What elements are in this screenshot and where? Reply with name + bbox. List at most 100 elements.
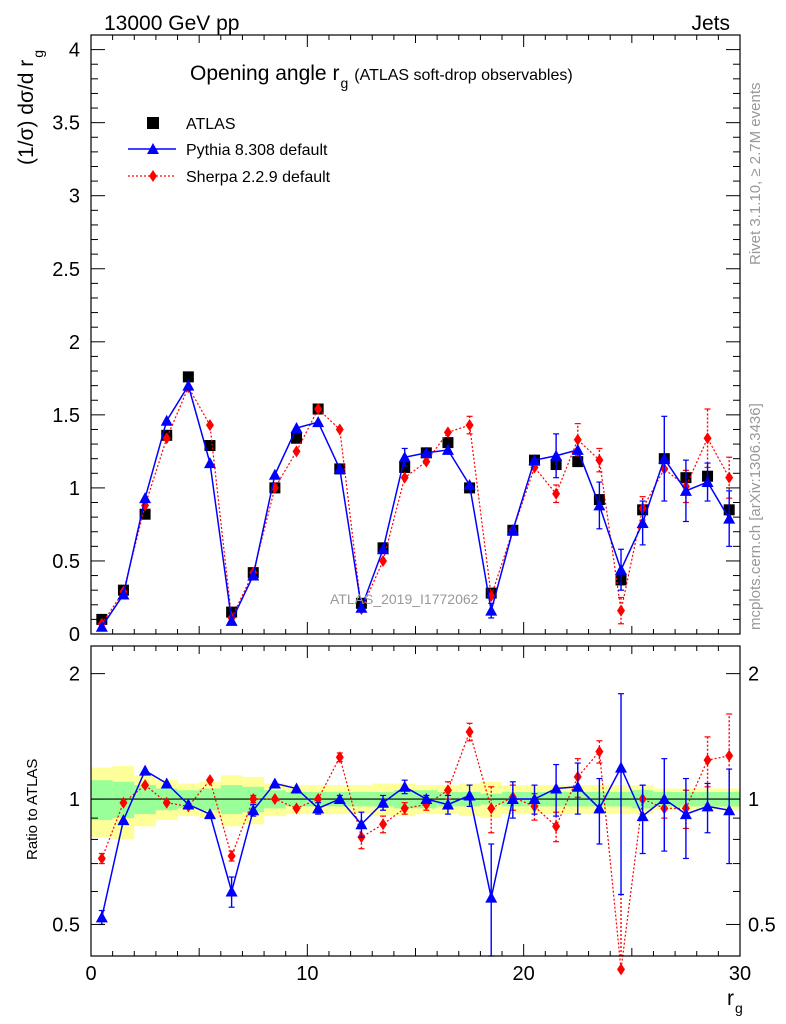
main-point-sherpa [314, 403, 323, 416]
main-point-pythia [160, 414, 173, 426]
main-point-pythia [268, 468, 281, 480]
main-point-pythia [593, 499, 606, 511]
ratio-y-tick-label: 1 [69, 789, 80, 811]
ratio-point-pythia [95, 911, 108, 923]
main-y-tick-label: 0 [69, 624, 80, 646]
main-point-pythia [485, 604, 498, 616]
ratio-point-sherpa [725, 749, 734, 762]
ratio-point-sherpa [703, 754, 712, 767]
main-point-pythia [290, 422, 303, 434]
ratio-point-pythia [117, 814, 130, 826]
main-point-pythia [139, 492, 152, 504]
ratio-point-pythia [139, 764, 152, 776]
ratio-point-pythia [723, 804, 736, 816]
legend-marker-triangle [147, 143, 159, 154]
main-point-sherpa [205, 419, 214, 432]
ratio-point-pythia [658, 793, 671, 805]
main-point-atlas [291, 432, 303, 444]
ratio-y-tick-label-right: 0.5 [748, 914, 776, 936]
ratio-y-tick-label-right: 1 [748, 789, 759, 811]
main-point-atlas [399, 461, 411, 473]
ratio-point-pythia [615, 761, 628, 773]
ratio-point-sherpa [595, 745, 604, 758]
ratio-point-sherpa [227, 849, 236, 862]
main-ylabel: (1/σ) dσ/d rg [15, 50, 46, 165]
side-label-rivet: Rivet 3.1.10, ≥ 2.7M events [747, 83, 764, 266]
ratio-point-pythia [247, 804, 260, 816]
x-tick-label: 10 [296, 963, 318, 985]
main-point-sherpa [617, 604, 626, 617]
main-point-pythia [377, 543, 390, 555]
main-point-sherpa [379, 554, 388, 567]
ratio-point-pythia [701, 800, 714, 812]
ratio-panel: 0 10 20 30 0.5 0.5 1 1 2 2 [52, 645, 776, 985]
ratio-point-sherpa [379, 818, 388, 831]
ratio-point-pythia [268, 777, 281, 789]
main-point-pythia [95, 620, 108, 632]
main-point-pythia [333, 462, 346, 474]
legend-marker-square [147, 117, 159, 129]
main-y-tick-label: 2 [69, 332, 80, 354]
ratio-point-sherpa [292, 802, 301, 815]
main-point-pythia [506, 524, 519, 536]
ratio-point-sherpa [270, 793, 279, 806]
x-axis-label: rg [727, 987, 743, 1016]
ratio-point-pythia [506, 793, 519, 805]
main-point-sherpa [703, 432, 712, 445]
main-point-sherpa [573, 433, 582, 446]
ratio-point-pythia [398, 780, 411, 792]
ratio-point-sherpa [465, 725, 474, 738]
main-point-pythia [701, 476, 714, 488]
ratio-point-sherpa [141, 779, 150, 792]
ratio-point-sherpa [400, 802, 409, 815]
legend-entry-atlas: ATLAS [147, 116, 236, 133]
ratio-point-pythia [312, 802, 325, 814]
main-point-pythia [658, 452, 671, 464]
main-y-tick-label: 0.5 [52, 551, 80, 573]
x-tick-label: 20 [513, 963, 535, 985]
ratio-point-pythia [225, 885, 238, 897]
ratio-point-pythia [355, 818, 368, 830]
main-point-sherpa [595, 454, 604, 467]
chart-title: Opening angle rg (ATLAS soft-drop observa… [190, 62, 573, 91]
main-point-pythia [528, 454, 541, 466]
x-tick-label: 30 [729, 963, 751, 985]
main-point-sherpa [400, 471, 409, 484]
main-point-pythia [571, 443, 584, 455]
main-point-pythia [615, 563, 628, 575]
ratio-y-tick-label: 2 [69, 664, 80, 686]
main-y-tick-label: 2.5 [52, 259, 80, 281]
ratio-point-sherpa [552, 820, 561, 833]
main-y-tick-label: 4 [69, 40, 80, 62]
main-y-tick-label: 3.5 [52, 113, 80, 135]
ratio-point-pythia [160, 777, 173, 789]
main-point-atlas [182, 371, 194, 383]
main-point-pythia [723, 512, 736, 524]
ratio-point-sherpa [314, 793, 323, 806]
ratio-line-pythia [101, 765, 730, 918]
header-left: 13000 GeV pp [104, 12, 239, 35]
main-point-pythia [355, 601, 368, 613]
ratio-point-pythia [485, 891, 498, 903]
main-point-sherpa [465, 419, 474, 432]
ratio-y-tick-label: 0.5 [52, 914, 80, 936]
main-point-pythia [636, 516, 649, 528]
ratio-point-sherpa [335, 751, 344, 764]
ratio-point-pythia [420, 793, 433, 805]
side-label-mcplots: mcplots.cern.ch [arXiv:1306.3436] [747, 403, 764, 630]
ratio-point-sherpa [205, 774, 214, 787]
ratio-line-sherpa [101, 729, 730, 970]
ratio-point-pythia [441, 798, 454, 810]
main-point-pythia [398, 451, 411, 463]
ratio-y-tick-label-right: 2 [748, 664, 759, 686]
x-tick-label: 0 [85, 963, 96, 985]
ratio-point-pythia [636, 810, 649, 822]
ratio-point-pythia [290, 782, 303, 794]
main-point-sherpa [422, 455, 431, 468]
main-point-sherpa [292, 445, 301, 458]
chart-overlay: 13000 GeV pp Jets Opening angle rg (ATLAS… [15, 12, 764, 1016]
legend-marker-diamond [149, 170, 157, 182]
ratio-point-pythia [571, 780, 584, 792]
legend-label-pythia: Pythia 8.308 default [186, 142, 328, 159]
